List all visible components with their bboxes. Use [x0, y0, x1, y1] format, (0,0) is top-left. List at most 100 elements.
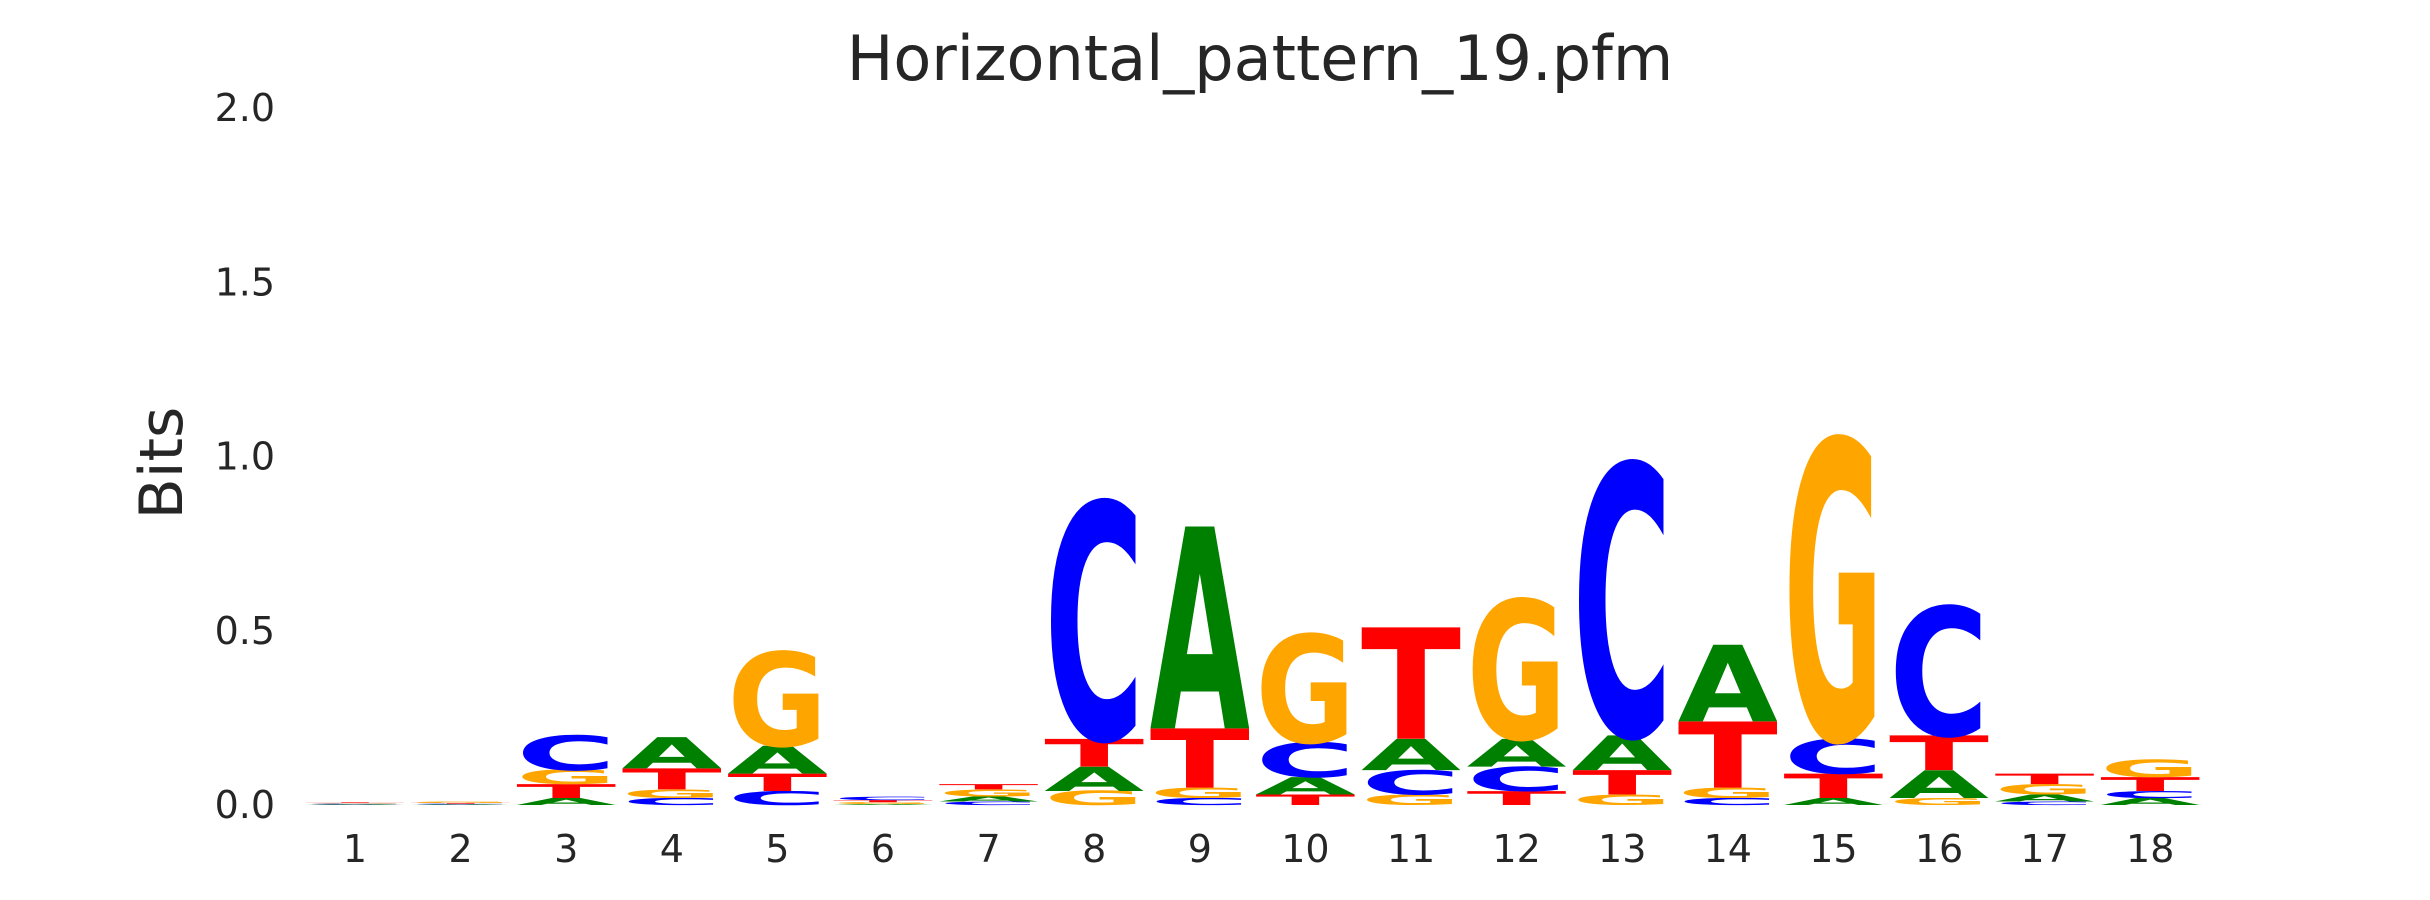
- logo-letter-a: A: [1255, 772, 1355, 800]
- x-tick-label: 14: [1704, 827, 1752, 871]
- logo-letter-t: T: [833, 800, 933, 803]
- logo-letter-c: C: [1572, 391, 1672, 824]
- logo-letter-c: C: [1467, 760, 1567, 799]
- logo-letter-g: G: [1255, 605, 1355, 778]
- logo-letter-c: C: [1150, 796, 1250, 807]
- y-tick-label: 0.5: [215, 609, 275, 653]
- x-tick-label: 13: [1598, 827, 1646, 871]
- logo-letter-a: A: [622, 729, 723, 779]
- logo-letter-a: A: [305, 804, 405, 805]
- logo-letter-g: G: [1572, 792, 1672, 809]
- logo-letter-t: T: [516, 780, 616, 802]
- chart-title: Horizontal_pattern_19.pfm: [847, 22, 1674, 95]
- logo-letter-c: C: [516, 726, 616, 782]
- x-tick-label: 15: [1809, 827, 1857, 871]
- logo-letter-t: T: [622, 763, 722, 796]
- x-tick-label: 2: [449, 827, 473, 871]
- logo-letter-g: G: [939, 788, 1039, 799]
- y-tick-label: 0.0: [215, 783, 275, 827]
- logo-letter-a: A: [1889, 763, 1989, 807]
- logo-letter-c: C: [727, 787, 827, 809]
- x-tick-label: 4: [660, 827, 684, 871]
- x-tick-label: 18: [2126, 827, 2174, 871]
- logo-letter-a: A: [411, 804, 511, 805]
- x-tick-label: 8: [1082, 827, 1106, 871]
- logo-letter-c: C: [2100, 789, 2200, 800]
- logo-letter-t: T: [1995, 771, 2095, 788]
- logo-letter-t: T: [1467, 787, 1567, 809]
- logo-letter-g: G: [727, 627, 827, 777]
- x-tick-label: 11: [1387, 827, 1435, 871]
- logo-letter-a: A: [727, 739, 827, 783]
- logo-letter-t: T: [1572, 764, 1672, 803]
- logo-letter-t: T: [1044, 732, 1144, 776]
- x-tick-label: 1: [343, 827, 367, 871]
- logo-letter-c: C: [1889, 573, 1989, 778]
- logo-letter-c: C: [305, 803, 405, 804]
- logo-letter-g: G: [411, 802, 511, 804]
- logo-letter-t: T: [1678, 703, 1778, 809]
- logo-letter-t: T: [1889, 726, 1989, 782]
- logo-letter-a: A: [1572, 726, 1672, 781]
- x-tick-label: 16: [1915, 827, 1963, 871]
- logo-letter-a: A: [1467, 732, 1567, 776]
- logo-letter-a: A: [1783, 796, 1883, 807]
- y-axis-label: Bits: [127, 407, 197, 520]
- logo-letter-g: G: [622, 787, 722, 801]
- logo-letter-g: G: [1889, 796, 1989, 807]
- logo-letter-t: T: [1150, 712, 1250, 807]
- logo-letter-g: G: [1783, 359, 1883, 836]
- logo-letter-c: C: [411, 803, 511, 804]
- logo-letter-c: C: [939, 801, 1039, 807]
- logo-letter-a: A: [833, 804, 933, 806]
- logo-letter-g: G: [516, 766, 616, 788]
- x-tick-label: 6: [871, 827, 895, 871]
- x-tick-label: 17: [2020, 827, 2068, 871]
- logo-letter-c: C: [1678, 796, 1778, 807]
- logo-letter-g: G: [305, 803, 405, 804]
- logo-letter-t: T: [411, 803, 511, 804]
- y-tick-label: 1.5: [215, 260, 275, 304]
- logo-letter-g: G: [1995, 781, 2095, 798]
- logo-letter-a: A: [1995, 793, 2095, 804]
- x-tick-label: 9: [1188, 827, 1212, 871]
- x-tick-label: 10: [1281, 827, 1329, 871]
- logo-letter-t: T: [1255, 792, 1355, 809]
- y-tick-label: 1.0: [215, 435, 275, 479]
- logo-letter-g: G: [1467, 561, 1567, 784]
- logo-letter-g: G: [1044, 787, 1144, 809]
- logo-letter-a: A: [1361, 730, 1462, 780]
- logo-letter-c: C: [1783, 730, 1883, 786]
- logo-letter-a: A: [939, 795, 1039, 803]
- logo-letter-t: T: [727, 769, 827, 797]
- x-tick-label: 3: [554, 827, 578, 871]
- logo-letter-g: G: [1678, 785, 1778, 802]
- logo-letter-c: C: [1255, 733, 1355, 789]
- logo-letter-c: C: [1995, 801, 2095, 807]
- x-tick-label: 12: [1492, 827, 1540, 871]
- logo-letter-t: T: [2100, 773, 2200, 795]
- y-axis-ticks: 0.0 0.5 1.0 1.5 2.0: [215, 86, 275, 827]
- y-tick-label: 2.0: [215, 86, 275, 130]
- logo-letter-a: A: [516, 796, 616, 807]
- x-tick-label: 5: [765, 827, 789, 871]
- logo-letter-a: A: [1678, 624, 1778, 746]
- logo-letter-t: T: [939, 783, 1039, 791]
- logo-letter-t: T: [1783, 767, 1883, 806]
- x-axis-ticks: 1 2 3 4 5 6 7 8 9 10 11 12 13 14 15 16 17 18: [343, 827, 2174, 871]
- logo-letter-g: G: [833, 802, 933, 805]
- logo-letter-g: G: [1150, 785, 1250, 802]
- logo-letter-g: G: [1361, 792, 1461, 809]
- logo-letter-t: T: [1361, 598, 1461, 776]
- logo-letter-a: A: [1044, 760, 1144, 799]
- logo-letter-t: T: [305, 802, 405, 803]
- logo-letter-g: G: [2100, 755, 2200, 783]
- logo-letter-a: A: [2100, 796, 2200, 807]
- logo-letter-c: C: [622, 796, 722, 807]
- x-tick-label: 7: [977, 827, 1001, 871]
- logo-letter-c: C: [1044, 438, 1144, 816]
- logo-letter-c: C: [833, 796, 933, 802]
